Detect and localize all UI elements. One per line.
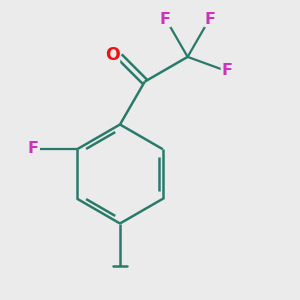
Text: F: F (221, 63, 232, 78)
Text: F: F (27, 141, 38, 156)
Text: F: F (204, 12, 215, 27)
Text: O: O (105, 46, 119, 64)
Text: F: F (160, 12, 171, 27)
